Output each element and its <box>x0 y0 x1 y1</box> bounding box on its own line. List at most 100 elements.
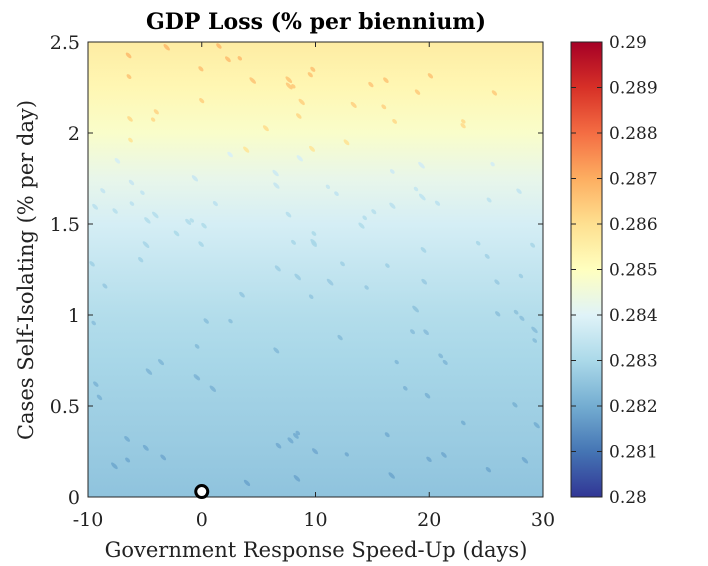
colorbar-tick-label: 0.286 <box>609 215 658 235</box>
heatmap-speckle <box>485 467 492 473</box>
heatmap-speckle <box>128 179 135 186</box>
heatmap-speckle <box>384 432 390 438</box>
heatmap-speckle <box>427 73 434 79</box>
heatmap-speckle <box>418 161 425 169</box>
heatmap-speckle <box>199 98 205 104</box>
heatmap-speckle <box>518 273 524 279</box>
heatmap-speckle <box>311 448 319 455</box>
heatmap-speckle <box>243 146 250 153</box>
heatmap-speckle <box>295 430 301 436</box>
heatmap-speckle <box>413 186 419 192</box>
heatmap-speckle <box>350 101 357 108</box>
heatmap-speckle <box>92 203 99 210</box>
colorbar-tick-label: 0.288 <box>609 124 658 144</box>
heatmap-speckle <box>291 239 296 245</box>
heatmap-speckle <box>201 222 207 229</box>
heatmap-speckle <box>157 359 165 366</box>
heatmap-speckle <box>418 193 426 201</box>
heatmap-speckle <box>460 420 466 426</box>
colorbar-tick-label: 0.29 <box>609 33 647 53</box>
heatmap-speckle <box>209 385 217 392</box>
heatmap-speckle <box>461 119 466 124</box>
heatmap-speckle <box>160 454 167 461</box>
heatmap-speckle <box>203 318 209 324</box>
heatmap-speckle <box>326 278 334 286</box>
colorbar-tick-label: 0.289 <box>609 79 658 99</box>
colorbar-tick-label: 0.284 <box>609 306 658 326</box>
y-axis-ticks: 0 0.5 1 1.5 2 2.5 <box>50 32 543 509</box>
heatmap-speckle <box>484 253 490 259</box>
heatmap-speckle <box>150 117 156 122</box>
x-tick-label: -10 <box>73 509 104 531</box>
heatmap-speckle <box>193 374 199 380</box>
x-tick-label: 0 <box>196 509 208 531</box>
heatmap-speckle <box>334 191 339 197</box>
x-tick-label: 20 <box>417 509 441 531</box>
heatmap-speckle <box>129 201 135 206</box>
heatmap-speckle <box>296 155 303 162</box>
heatmap-speckle <box>249 77 256 84</box>
heatmap-speckle <box>423 329 429 336</box>
heatmap-speckle <box>296 113 302 119</box>
heatmap-speckle <box>275 442 282 449</box>
y-tick-label: 2.5 <box>50 32 80 54</box>
heatmap-speckle <box>438 353 444 359</box>
heatmap-speckle <box>228 318 233 324</box>
heatmap-speckle <box>125 52 132 59</box>
heatmap-speckle <box>173 230 180 237</box>
heatmap-speckle <box>491 90 498 96</box>
heatmap-speckle <box>287 437 294 444</box>
heatmap-speckle <box>344 452 349 457</box>
y-tick-label: 1.5 <box>50 214 80 236</box>
colorbar-tick-label: 0.28 <box>609 488 647 508</box>
heatmap-speckle <box>420 247 427 253</box>
heatmap-speckle <box>138 257 144 263</box>
heatmap-speckle <box>337 334 343 341</box>
heatmap-speckle <box>441 452 447 458</box>
heatmap-speckle <box>410 329 415 335</box>
colorbar-tick-label: 0.285 <box>609 261 658 281</box>
heatmap-speckle <box>191 175 199 182</box>
heatmap-speckle <box>216 43 222 49</box>
heatmap-speckle <box>91 320 96 326</box>
baseline-marker <box>194 484 210 500</box>
heatmap-speckle <box>421 278 428 285</box>
heatmap-speckle <box>385 263 390 268</box>
chart-title: GDP Loss (% per biennium) <box>146 9 486 35</box>
y-tick-label: 2 <box>68 123 80 145</box>
heatmap-speckle <box>368 81 374 88</box>
heatmap-speckle <box>142 241 150 248</box>
heatmap-speckle <box>403 386 408 391</box>
heatmap-speckle <box>389 202 396 209</box>
heatmap-speckle <box>389 169 395 174</box>
heatmap-speckle <box>124 435 131 442</box>
heatmap-speckle <box>262 125 269 132</box>
colorbar-tick-label: 0.283 <box>609 352 658 372</box>
heatmap-speckle <box>93 381 99 387</box>
heatmap-speckle <box>521 457 529 464</box>
heatmap-speckle <box>495 311 501 317</box>
heatmap-speckle <box>185 218 192 225</box>
heatmap-speckle <box>237 56 243 61</box>
colorbar-tick-label: 0.281 <box>609 443 658 463</box>
heatmap-speckle <box>358 222 365 229</box>
heatmap-speckle <box>96 394 103 401</box>
heatmap-speckle <box>308 294 314 299</box>
heatmap-speckle <box>125 457 131 463</box>
heatmap-speckle <box>442 359 448 365</box>
heatmap-speckle <box>285 76 293 84</box>
colorbar-tick-label: 0.282 <box>609 397 658 417</box>
heatmap-speckle <box>490 162 495 167</box>
heatmap-speckle <box>512 402 518 408</box>
heatmap-speckle <box>381 104 387 110</box>
heatmap-speckle <box>394 359 399 365</box>
heatmap-speckle <box>163 44 170 51</box>
heatmap-speckle <box>486 197 492 203</box>
heatmap-speckle <box>364 285 369 290</box>
heatmap-speckle <box>414 89 421 95</box>
heatmap-speckle <box>434 200 441 206</box>
heatmap-speckle <box>102 283 108 289</box>
heatmap-speckle <box>388 472 395 479</box>
heatmap-speckle <box>531 326 538 334</box>
